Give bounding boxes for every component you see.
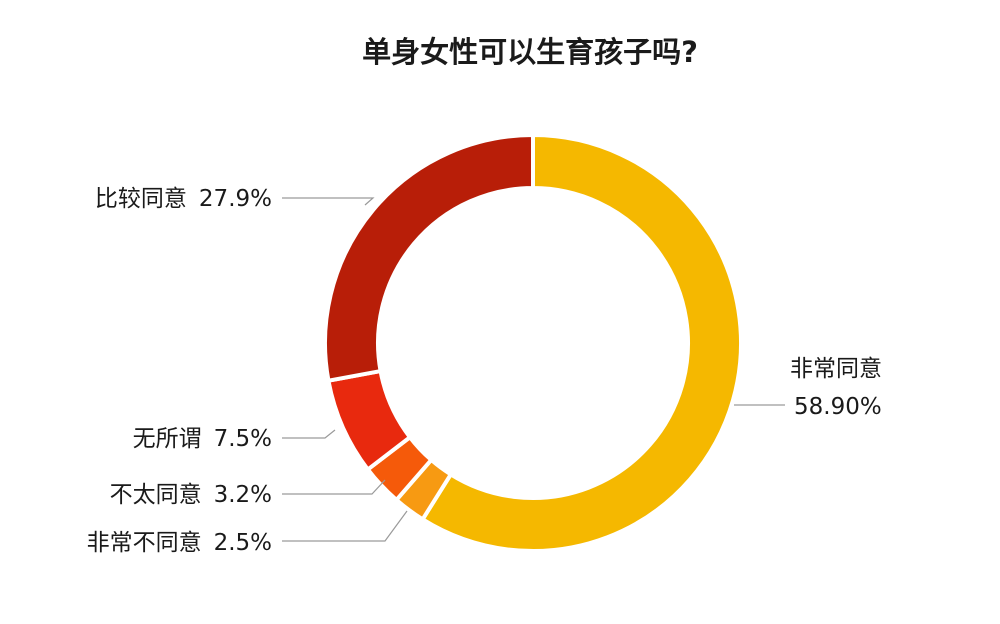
slice-label-agree-name: 比较同意 <box>95 186 187 212</box>
slice-label-strongly-disagree-value: 2.5% <box>214 530 272 556</box>
leader-line-strongly-disagree <box>282 510 408 542</box>
slice-label-disagree-value: 3.2% <box>214 482 272 508</box>
slice-label-indifferent-name: 无所谓 <box>133 426 202 452</box>
slice-label-strongly-disagree: 非常不同意 2.5% <box>87 530 272 556</box>
leader-lines <box>282 197 785 542</box>
slice-labels: 非常同意 58.90% 比较同意 27.9% 无所谓 7.5% 不太同意 3.2% 非… <box>87 186 882 556</box>
slice-label-agree-value: 27.9% <box>199 186 272 212</box>
slice-label-disagree-name: 不太同意 <box>110 482 202 508</box>
donut-slice-agree <box>323 133 535 383</box>
slice-label-strongly-disagree-name: 非常不同意 <box>87 530 202 556</box>
leader-line-indifferent <box>282 429 336 439</box>
slice-label-agree: 比较同意 27.9% <box>95 186 272 212</box>
leader-line-agree <box>282 197 375 206</box>
slice-label-disagree: 不太同意 3.2% <box>110 482 272 508</box>
donut-slices <box>323 133 743 553</box>
slice-label-indifferent-value: 7.5% <box>214 426 272 452</box>
leader-line-disagree <box>282 479 386 495</box>
chart-title: 单身女性可以生育孩子吗? <box>362 35 698 69</box>
slice-label-very-agree-value: 58.90% <box>794 394 882 420</box>
donut-slice-very-agree <box>420 133 743 553</box>
slice-label-very-agree-name: 非常同意 <box>790 356 882 382</box>
slice-label-indifferent: 无所谓 7.5% <box>133 426 272 452</box>
